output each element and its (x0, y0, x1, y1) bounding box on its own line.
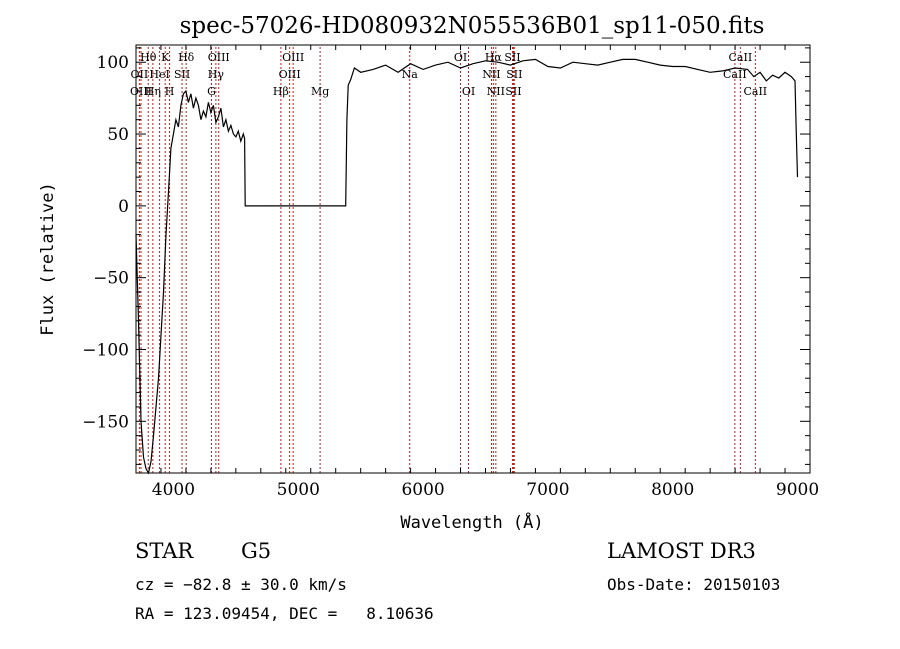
marker-layer (138, 47, 756, 473)
x-axis-label: Wavelength (Å) (400, 511, 543, 533)
y-axis-label: Flux (relative) (38, 182, 58, 336)
line-marker-label: H (165, 85, 175, 98)
line-marker-label: SII (505, 85, 521, 98)
spectrum-line (135, 58, 799, 475)
line-marker-label: OI (454, 51, 467, 64)
chart-title: spec-57026-HD080932N055536B01_sp11-050.f… (180, 13, 765, 39)
line-marker-label: Hδ (178, 51, 195, 64)
plot-frame (135, 44, 811, 474)
line-marker-label: HeI (149, 68, 169, 81)
line-marker-label: Hγ (208, 68, 225, 81)
y-tick-label: 100 (97, 53, 129, 73)
line-marker-label: SII (174, 68, 190, 81)
y-tick-label: 50 (107, 125, 129, 145)
line-marker-label: OIII (282, 51, 304, 64)
observation-date: Obs-Date: 20150103 (607, 575, 781, 594)
line-marker-label: G (207, 85, 216, 98)
x-tick-label: 6000 (401, 480, 444, 500)
x-tick-label: 5000 (277, 480, 320, 500)
object-class: STAR (135, 539, 194, 563)
x-tick-label: 9000 (776, 480, 819, 500)
line-marker-label: OIII (130, 85, 152, 98)
line-marker-label: Mg (311, 85, 329, 98)
line-marker-label: K (161, 51, 170, 64)
y-axis: −150 −100 −50 0 50 100 (82, 47, 810, 465)
x-axis: 4000 5000 6000 7000 8000 9000 (135, 45, 819, 500)
marker-label-layer: Hθ OII OIII K HeI Hη Hδ SII H OIII Hγ G OIII OIII Hβ Mg… (130, 51, 767, 98)
object-subclass: G5 (241, 539, 272, 563)
line-marker-label: OIII (208, 51, 230, 64)
line-marker-label: CaII (743, 85, 767, 98)
line-marker-label: Hβ (273, 85, 289, 98)
x-tick-label: 8000 (651, 480, 694, 500)
y-tick-label: −50 (93, 269, 129, 289)
line-marker-label: OIII (279, 68, 301, 81)
coordinates: RA = 123.09454, DEC = 8.10636 (135, 604, 434, 623)
survey-name: LAMOST DR3 (607, 539, 756, 563)
line-marker-label: OII (131, 68, 149, 81)
y-tick-label: 0 (118, 197, 129, 217)
line-marker-label: Na (402, 68, 419, 81)
y-tick-label: −100 (82, 340, 129, 360)
line-marker-label: SII (506, 68, 522, 81)
line-marker-label: CaII (723, 68, 747, 81)
line-marker-label: OI (462, 85, 475, 98)
x-tick-label: 4000 (152, 480, 195, 500)
line-marker-label: NII (487, 85, 505, 98)
line-marker-label: SII (504, 51, 520, 64)
line-marker-label: Hθ (140, 51, 157, 64)
line-marker-label: Hη (145, 85, 161, 98)
line-marker-label: NII (482, 68, 500, 81)
redshift-velocity: cz = −82.8 ± 30.0 km/s (135, 575, 347, 594)
y-tick-label: −150 (82, 412, 129, 432)
x-tick-label: 7000 (526, 480, 569, 500)
line-marker-label: CaII (729, 51, 753, 64)
